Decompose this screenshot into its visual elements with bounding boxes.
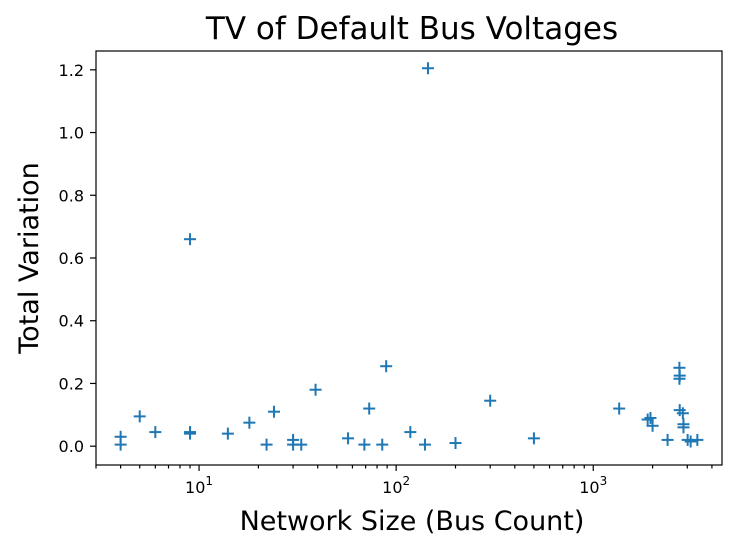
data-point	[484, 394, 497, 407]
y-axis-label: Total Variation	[14, 162, 45, 354]
x-axis: 101 102 103	[95, 465, 713, 497]
y-axis: 0.0 0.2 0.4 0.6 0.8 1.0 1.2	[59, 61, 96, 456]
chart-title: TV of Default Bus Voltages	[205, 11, 618, 47]
data-point	[421, 62, 434, 75]
data-point	[133, 410, 146, 423]
plot-area	[114, 62, 704, 451]
y-tick-label: 1.0	[59, 124, 84, 143]
plot-frame	[95, 50, 723, 466]
data-point	[363, 402, 376, 415]
x-tick-label: 103	[579, 474, 607, 497]
data-point	[295, 438, 308, 451]
data-point	[673, 404, 686, 417]
data-point	[114, 438, 127, 451]
data-point	[342, 432, 355, 445]
data-point	[404, 426, 417, 439]
data-point	[677, 418, 690, 431]
y-tick-label: 0.4	[59, 312, 84, 331]
data-point	[221, 427, 234, 440]
data-point	[267, 405, 280, 418]
y-tick-label: 0.6	[59, 249, 84, 268]
data-point	[684, 435, 697, 448]
x-axis-label: Network Size (Bus Count)	[240, 506, 585, 537]
data-point	[449, 437, 462, 450]
data-point	[641, 413, 654, 426]
y-tick-label: 0.2	[59, 374, 84, 393]
data-point	[691, 433, 704, 446]
x-tick-label: 102	[382, 474, 410, 497]
data-point	[184, 427, 197, 440]
data-point	[661, 433, 674, 446]
data-point	[527, 432, 540, 445]
data-point	[309, 383, 322, 396]
data-point	[376, 438, 389, 451]
data-point	[673, 369, 686, 382]
data-point	[644, 411, 657, 424]
data-point	[184, 233, 197, 246]
y-tick-label: 0.8	[59, 186, 84, 205]
data-point	[646, 419, 659, 432]
data-point	[358, 438, 371, 451]
data-point	[243, 416, 256, 429]
y-tick-label: 0.0	[59, 437, 84, 456]
y-tick-label: 1.2	[59, 61, 84, 80]
data-point	[613, 402, 626, 415]
data-point	[418, 438, 431, 451]
data-point	[380, 360, 393, 373]
x-tick-label: 101	[185, 474, 213, 497]
data-point	[676, 407, 689, 420]
data-point	[149, 426, 162, 439]
data-point	[260, 438, 273, 451]
